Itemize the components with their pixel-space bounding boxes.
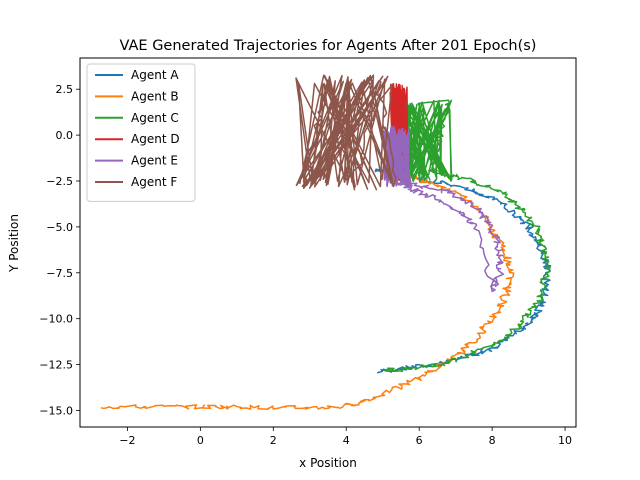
y-tick-label: 0.0 [56, 129, 74, 142]
legend-label: Agent A [131, 68, 179, 82]
series-line-6 [295, 74, 397, 191]
legend: Agent A Agent B Agent C Agent D Agent E Agent… [86, 63, 196, 202]
legend-label: Agent B [131, 89, 179, 103]
legend-label: Agent E [131, 154, 178, 168]
x-axis-ticks: −2 0 2 4 6 8 10 [119, 427, 572, 447]
y-tick-label: −15.0 [39, 404, 73, 417]
x-tick-label: 10 [558, 434, 572, 447]
y-tick-label: 2.5 [56, 83, 74, 96]
legend-box [86, 63, 196, 202]
y-tick-label: −12.5 [39, 359, 73, 372]
x-tick-label: 6 [416, 434, 423, 447]
x-tick-label: 4 [343, 434, 350, 447]
y-axis-ticks: 2.5 0.0 −2.5 −5.0 −7.5 −10.0 −12.5 −15.0 [39, 83, 80, 417]
y-tick-label: −7.5 [46, 267, 73, 280]
x-tick-label: −2 [119, 434, 135, 447]
x-tick-label: 0 [197, 434, 204, 447]
series-agent-e [382, 125, 505, 293]
y-tick-label: −5.0 [46, 221, 73, 234]
chart-title: VAE Generated Trajectories for Agents Af… [120, 38, 537, 54]
legend-label: Agent D [131, 132, 180, 146]
legend-label: Agent F [131, 175, 177, 189]
series-line-5 [382, 125, 505, 293]
y-axis-label: Y Position [7, 214, 21, 273]
x-tick-label: 8 [489, 434, 496, 447]
y-tick-label: −2.5 [46, 175, 73, 188]
x-tick-label: 2 [270, 434, 277, 447]
series-agent-f [295, 74, 397, 191]
series-layer [100, 74, 552, 411]
y-tick-label: −10.0 [39, 313, 73, 326]
plot-frame [79, 57, 577, 428]
x-axis-label: x Position [299, 456, 357, 470]
legend-label: Agent C [131, 111, 179, 125]
